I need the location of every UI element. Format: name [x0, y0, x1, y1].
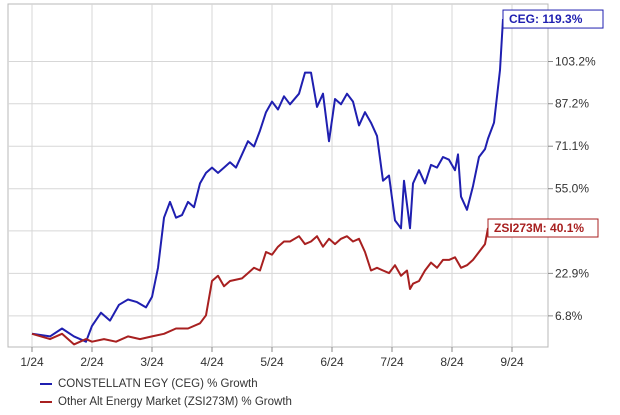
legend: CONSTELLATN EGY (CEG) % Growth Other Alt… [40, 375, 292, 411]
series-line-ceg [31, 18, 504, 343]
y-tick-label: 22.9% [555, 266, 589, 280]
x-tick-layer: 1/24 2/24 3/24 4/24 5/24 6/24 7/24 8/24 9/24 [20, 355, 524, 369]
y-tick-label: 55.0% [555, 182, 589, 196]
y-tick-label: 103.2% [555, 55, 596, 69]
x-tick-label: 8/24 [440, 355, 464, 369]
callout-layer: CEG: 119.3% ZSI273M: 40.1% [487, 9, 604, 238]
series-layer [31, 18, 504, 346]
legend-label-zsi273m: Other Alt Energy Market (ZSI273M) % Grow… [58, 396, 292, 408]
series-line-zsi273m [31, 227, 489, 346]
legend-swatch-zsi273m [40, 401, 52, 403]
x-tick-label: 9/24 [500, 355, 524, 369]
x-tick-label: 2/24 [80, 355, 104, 369]
legend-item-ceg: CONSTELLATN EGY (CEG) % Growth [40, 375, 292, 393]
plot-frame [7, 3, 549, 348]
x-tick-label: 6/24 [320, 355, 344, 369]
callout-label-zsi273m: ZSI273M: 40.1% [494, 221, 584, 235]
x-tick-label: 5/24 [260, 355, 284, 369]
y-tick-label: 6.8% [555, 309, 583, 323]
x-tick-label: 4/24 [200, 355, 224, 369]
x-tick-label: 7/24 [380, 355, 404, 369]
y-tick-label: 71.1% [555, 139, 589, 153]
callout-box-ceg [502, 9, 604, 29]
legend-swatch-ceg [40, 383, 52, 385]
x-tick-label: 3/24 [140, 355, 164, 369]
y-tick-layer: 6.8%22.9%39.0%55.0%71.1%87.2%103.2% [555, 55, 596, 323]
y-tick-label: 87.2% [555, 97, 589, 111]
callout-label-ceg: CEG: 119.3% [509, 12, 583, 26]
legend-label-ceg: CONSTELLATN EGY (CEG) % Growth [58, 378, 258, 390]
x-tick-label: 1/24 [20, 355, 44, 369]
callout-box-zsi273m [487, 218, 599, 238]
grid-layer [8, 4, 553, 352]
legend-item-zsi273m: Other Alt Energy Market (ZSI273M) % Grow… [40, 393, 292, 411]
